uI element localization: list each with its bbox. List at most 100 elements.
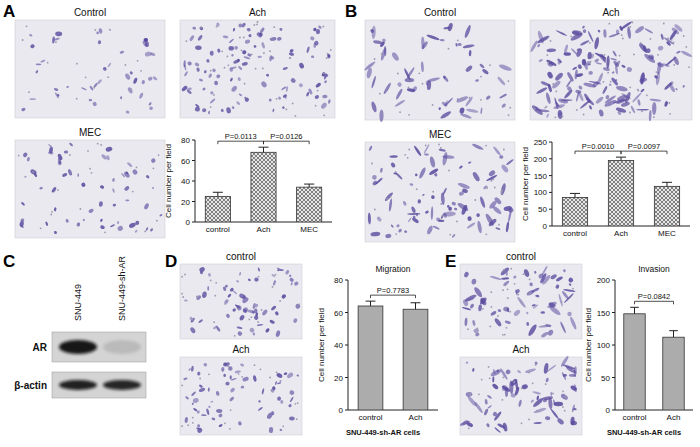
pore — [208, 373, 210, 375]
cell — [636, 109, 649, 111]
cell — [642, 45, 648, 54]
cell — [285, 95, 287, 99]
cell — [204, 70, 207, 74]
cell — [242, 62, 249, 67]
cell — [585, 97, 595, 107]
pore — [286, 109, 288, 111]
cell — [500, 164, 509, 174]
y-axis-label: Cell number per field — [521, 147, 530, 221]
cell — [322, 94, 327, 98]
cell — [278, 96, 282, 100]
cell — [405, 78, 415, 82]
pore — [449, 234, 451, 236]
pore — [210, 280, 212, 282]
cell — [409, 183, 413, 186]
micrograph-background — [365, 20, 515, 120]
cell — [277, 396, 281, 401]
cell — [229, 38, 235, 43]
pore — [93, 87, 95, 89]
pore — [374, 209, 376, 211]
cell — [233, 58, 241, 64]
pore — [94, 29, 96, 31]
panel-letter: E — [445, 252, 456, 271]
cell — [545, 377, 549, 382]
cell — [486, 174, 498, 182]
y-tick-label: 200 — [597, 276, 611, 285]
micrograph-background — [180, 20, 335, 118]
cell — [498, 63, 512, 72]
error-cap — [616, 157, 626, 158]
cell — [567, 312, 571, 316]
pore — [504, 334, 506, 336]
cell — [427, 80, 432, 90]
pore — [673, 64, 675, 66]
significance-bracket — [621, 151, 667, 154]
pore — [633, 54, 635, 56]
error-cap — [669, 330, 678, 331]
cell — [275, 330, 281, 338]
pore — [555, 116, 557, 118]
pore — [395, 171, 397, 173]
pore — [589, 42, 591, 44]
panel-letter: D — [165, 252, 177, 271]
pore — [521, 422, 523, 424]
cell — [546, 113, 550, 118]
cell — [289, 277, 295, 283]
cell — [478, 304, 482, 311]
cell — [473, 401, 483, 414]
cell — [289, 396, 294, 402]
pore — [125, 64, 127, 66]
pore — [261, 309, 263, 311]
pore — [497, 315, 499, 317]
y-tick — [345, 312, 348, 313]
cell — [271, 411, 275, 416]
micrograph — [460, 264, 582, 339]
pore — [546, 106, 548, 108]
cell — [459, 107, 465, 114]
error-bar — [669, 331, 678, 338]
pore — [187, 424, 189, 426]
pore — [323, 26, 325, 28]
pore — [503, 377, 505, 379]
cell — [89, 99, 93, 102]
cell — [407, 217, 412, 223]
cell — [224, 284, 228, 288]
bar — [205, 196, 230, 222]
cell — [289, 52, 295, 56]
cell — [203, 363, 207, 367]
cell — [209, 98, 215, 104]
cell — [213, 325, 219, 330]
cell — [129, 71, 133, 75]
cell — [573, 408, 577, 411]
pore — [136, 167, 138, 169]
cell — [254, 277, 260, 283]
cell — [504, 320, 511, 324]
cell — [483, 185, 489, 190]
cell — [234, 304, 240, 309]
cell — [517, 370, 522, 374]
significance-bracket — [264, 141, 310, 144]
error-line — [263, 147, 264, 152]
cell — [215, 391, 220, 397]
pore — [229, 428, 231, 430]
cell — [495, 227, 501, 231]
cell — [529, 40, 538, 53]
image-label: MEC — [79, 127, 101, 138]
pore — [507, 297, 509, 299]
cell — [543, 363, 549, 374]
cell — [82, 218, 85, 221]
pore — [239, 37, 241, 39]
cell — [561, 290, 569, 299]
bar-chart: 050100150200Cell number per fieldcontrol… — [584, 264, 693, 437]
pore — [76, 63, 78, 65]
error-line — [634, 307, 635, 314]
pore — [513, 381, 515, 383]
cell — [184, 417, 188, 423]
pore — [517, 294, 519, 296]
cell — [518, 399, 522, 407]
cell — [490, 275, 503, 280]
pore — [590, 61, 592, 63]
image-label: Control — [424, 7, 456, 18]
pore — [254, 364, 256, 366]
cell — [602, 86, 608, 95]
